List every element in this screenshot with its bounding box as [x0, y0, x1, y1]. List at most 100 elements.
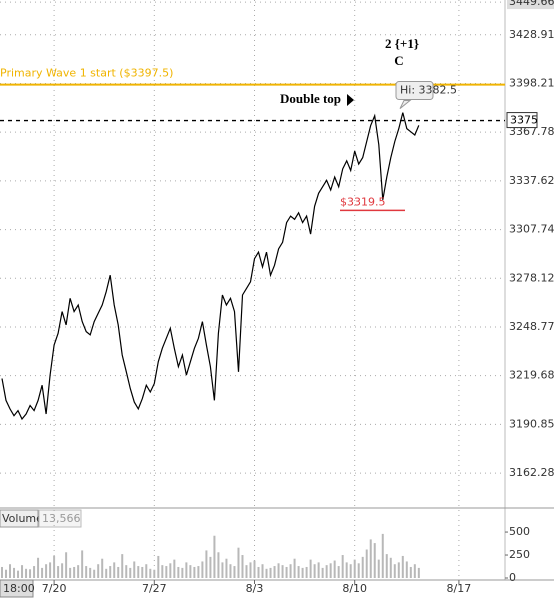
volume-bar	[57, 566, 60, 578]
volume-bar	[265, 568, 268, 578]
y-tick-label: 3449.66	[509, 0, 554, 8]
volume-bar	[117, 566, 120, 578]
wave-label: 2 {+1}	[385, 36, 419, 51]
volume-bar	[285, 566, 288, 578]
volume-bar	[381, 533, 384, 578]
volume-bar	[85, 566, 88, 578]
y-tick-label: 3219.68	[509, 369, 554, 382]
volume-bar	[157, 555, 160, 578]
double-top-arrow	[347, 94, 354, 106]
volume-bar	[237, 547, 240, 578]
volume-bar	[89, 567, 92, 578]
x-tick-label: 7/20	[42, 582, 67, 595]
volume-bar	[137, 566, 140, 578]
volume-bar	[121, 554, 124, 578]
volume-bar	[229, 564, 232, 578]
volume-bar	[37, 557, 40, 578]
volume-bar	[393, 564, 396, 578]
volume-bar	[269, 567, 272, 578]
volume-bar	[377, 559, 380, 578]
volume-tick-label: 0	[509, 571, 516, 584]
volume-bar	[189, 565, 192, 578]
volume-bar	[193, 566, 196, 578]
volume-bar	[5, 569, 8, 578]
cursor-time: 18:00	[3, 582, 35, 595]
volume-bar	[113, 562, 116, 578]
x-tick-label: 8/3	[246, 582, 264, 595]
volume-bar	[29, 569, 32, 578]
volume-title: Volume	[2, 512, 43, 525]
volume-bar	[49, 562, 52, 578]
volume-bar	[181, 567, 184, 578]
volume-bar	[405, 561, 408, 578]
volume-bar	[221, 562, 224, 578]
volume-bar	[93, 569, 96, 578]
volume-bar	[245, 565, 248, 578]
volume-bar	[209, 556, 212, 578]
y-tick-label: 3248.77	[509, 320, 554, 333]
volume-bar	[297, 566, 300, 578]
volume-bar	[257, 566, 260, 578]
volume-bar	[305, 566, 308, 578]
volume-bar	[53, 555, 56, 578]
volume-bar	[289, 564, 292, 578]
volume-bar	[413, 564, 416, 578]
volume-bar	[61, 563, 64, 578]
tick-box	[507, 0, 554, 10]
volume-bar	[293, 558, 296, 578]
volume-bar	[281, 565, 284, 578]
volume-label-box	[0, 509, 39, 528]
volume-bar	[357, 563, 360, 578]
high-box	[395, 81, 434, 101]
volume-bar	[249, 562, 252, 578]
volume-bar	[101, 558, 104, 578]
volume-bar	[13, 567, 16, 578]
price-marker-label: 3375	[510, 114, 538, 127]
volume-bar	[21, 565, 24, 578]
volume-bar	[169, 563, 172, 578]
volume-bar	[165, 566, 168, 578]
high-pointer	[399, 100, 412, 109]
volume-bar	[253, 560, 256, 578]
y-tick-label: 3278.12	[509, 271, 554, 284]
volume-bar	[277, 563, 280, 578]
volume-bar	[389, 557, 392, 578]
volume-bar	[173, 559, 176, 578]
volume-bar	[149, 568, 152, 578]
price-marker-box	[506, 112, 538, 129]
volume-tick-label: 500	[509, 525, 530, 538]
volume-value-box	[38, 509, 82, 528]
volume-bar	[45, 564, 48, 578]
volume-bar	[329, 563, 332, 578]
level-label: Primary Wave 1 start ($3397.5)	[0, 67, 173, 80]
volume-bar	[373, 543, 376, 578]
volume-bar	[301, 567, 304, 578]
y-tick-label: 3162.28	[509, 466, 554, 479]
volume-bar	[33, 566, 36, 578]
x-tick-label: 8/10	[342, 582, 367, 595]
volume-bar	[105, 568, 108, 578]
volume-bar	[1, 566, 4, 578]
volume-bar	[397, 562, 400, 578]
volume-bar	[321, 567, 324, 578]
volume-bar	[369, 539, 372, 578]
y-tick-label: 3307.74	[509, 223, 554, 236]
volume-bar	[361, 556, 364, 578]
volume-bar	[225, 558, 228, 578]
volume-bar	[345, 562, 348, 578]
volume-bar	[353, 559, 356, 578]
y-tick-label: 3428.91	[509, 28, 554, 41]
cursor-time-box	[0, 579, 34, 598]
volume-bar	[213, 535, 216, 578]
volume-bar	[217, 552, 220, 578]
volume-bar	[9, 564, 12, 578]
volume-bar	[337, 566, 340, 578]
price-line	[1, 112, 420, 421]
volume-bar	[333, 560, 336, 578]
y-tick-label: 3337.62	[509, 174, 554, 187]
volume-bar	[141, 566, 144, 578]
double-top-note: Double top	[280, 91, 341, 106]
volume-bar	[81, 550, 84, 578]
volume-bar	[233, 566, 236, 578]
